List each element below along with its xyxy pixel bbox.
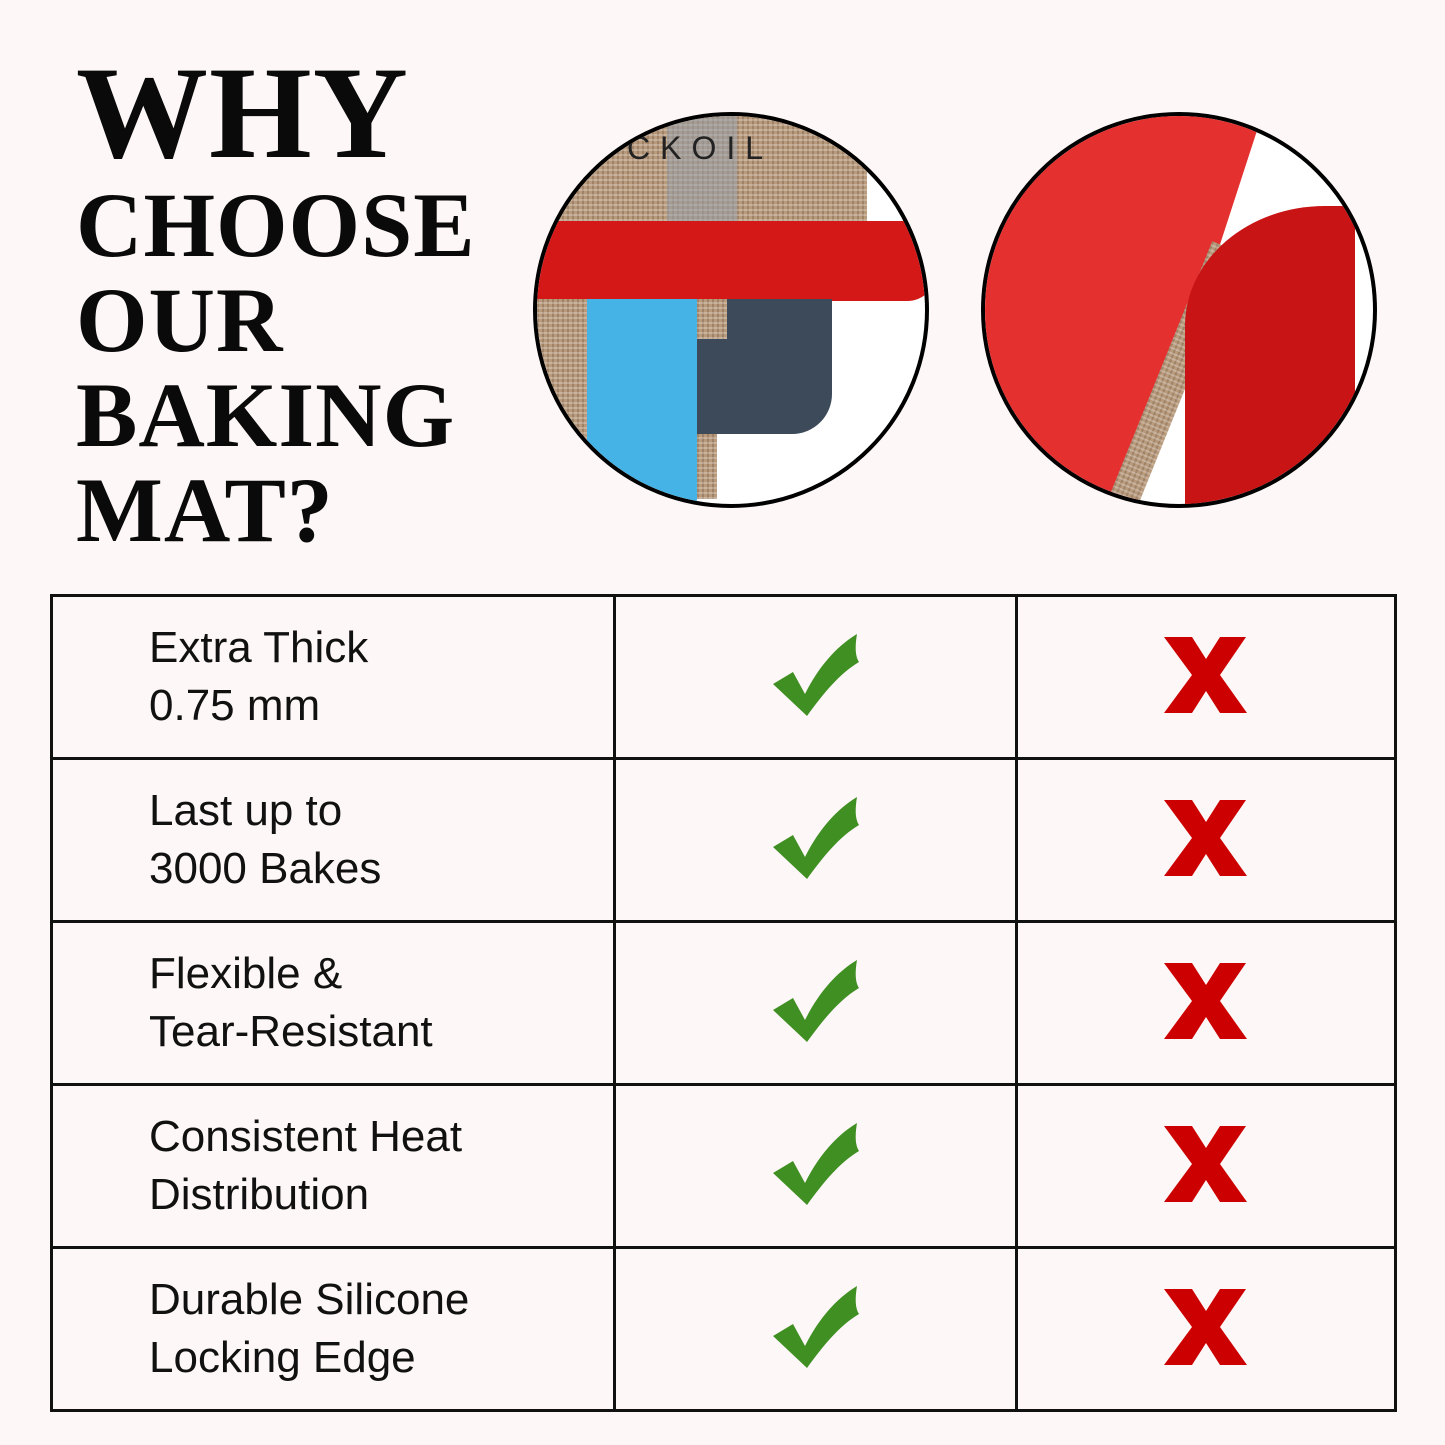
- our-mat-cell: [613, 1083, 1018, 1249]
- mat-closeup-image-left: CKOIL: [533, 112, 929, 508]
- headline-line: WHY: [76, 39, 409, 186]
- our-mat-cell: [613, 920, 1018, 1086]
- other-mat-cell: [1015, 594, 1397, 760]
- table-row: Flexible & Tear-Resistant: [50, 920, 1397, 1086]
- feature-line-1: Consistent Heat: [149, 1112, 463, 1161]
- our-mat-cell: [613, 1246, 1018, 1412]
- our-mat-cell: [613, 757, 1018, 923]
- other-mat-cell: [1015, 920, 1397, 1086]
- feature-line-2: 0.75 mm: [149, 681, 321, 730]
- x-icon: [1164, 1125, 1247, 1202]
- feature-line-2: 3000 Bakes: [149, 844, 382, 893]
- our-mat-cell: [613, 594, 1018, 760]
- x-icon: [1164, 636, 1247, 713]
- feature-line-1: Flexible &: [149, 949, 343, 998]
- feature-line-1: Last up to: [149, 786, 343, 835]
- brand-text: CKOIL: [627, 130, 774, 166]
- headline-line: BAKING: [76, 364, 456, 466]
- other-mat-cell: [1015, 1083, 1397, 1249]
- check-icon: [772, 796, 859, 879]
- feature-cell: Extra Thick 0.75 mm: [50, 594, 616, 760]
- feature-line-2: Locking Edge: [149, 1333, 416, 1382]
- feature-cell: Consistent Heat Distribution: [50, 1083, 616, 1249]
- feature-cell: Durable Silicone Locking Edge: [50, 1246, 616, 1412]
- table-row: Consistent Heat Distribution: [50, 1083, 1397, 1249]
- other-mat-cell: [1015, 1246, 1397, 1412]
- other-mat-cell: [1015, 757, 1397, 923]
- x-icon: [1164, 799, 1247, 876]
- table-row: Durable Silicone Locking Edge: [50, 1246, 1397, 1412]
- check-icon: [772, 959, 859, 1042]
- headline: WHY CHOOSE OUR BAKING MAT?: [76, 39, 476, 561]
- feature-cell: Flexible & Tear-Resistant: [50, 920, 616, 1086]
- check-icon: [772, 633, 859, 716]
- x-icon: [1164, 962, 1247, 1039]
- headline-line: CHOOSE: [76, 174, 476, 276]
- check-icon: [772, 1122, 859, 1205]
- headline-line: MAT?: [76, 459, 334, 561]
- x-icon: [1164, 1288, 1247, 1365]
- feature-line-2: Tear-Resistant: [149, 1007, 433, 1056]
- feature-line-2: Distribution: [149, 1170, 370, 1219]
- feature-cell: Last up to 3000 Bakes: [50, 757, 616, 923]
- feature-line-1: Extra Thick: [149, 623, 369, 672]
- feature-line-1: Durable Silicone: [149, 1275, 470, 1324]
- table-row: Extra Thick 0.75 mm: [50, 594, 1397, 760]
- mat-closeup-image-right: [981, 112, 1377, 508]
- headline-line: OUR: [76, 269, 284, 371]
- check-icon: [772, 1285, 859, 1368]
- table-row: Last up to 3000 Bakes: [50, 757, 1397, 923]
- comparison-table: Extra Thick 0.75 mm Last up to 3000 Bake…: [50, 594, 1397, 1412]
